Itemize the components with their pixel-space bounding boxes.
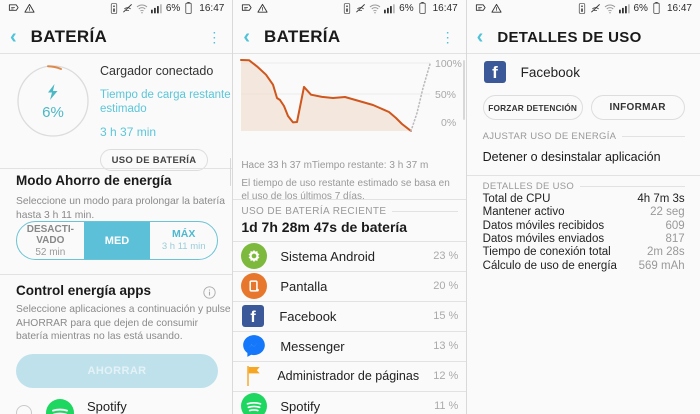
svg-text:100%: 100%	[435, 58, 462, 70]
svg-text:50%: 50%	[435, 89, 456, 101]
svg-text:f: f	[492, 63, 498, 82]
svg-text:0%: 0%	[441, 117, 456, 129]
svg-text:6%: 6%	[42, 104, 64, 121]
svg-text:f: f	[251, 309, 257, 326]
